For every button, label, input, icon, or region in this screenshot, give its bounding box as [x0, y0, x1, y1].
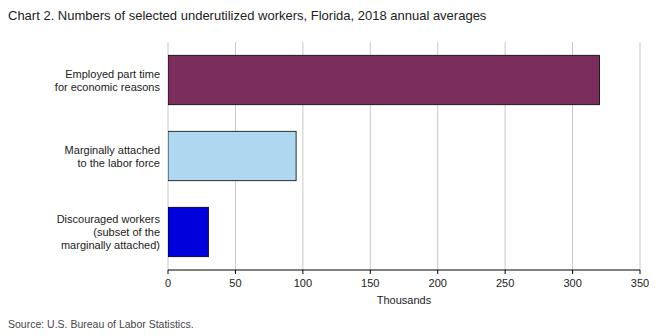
- background: [0, 0, 660, 336]
- category-label: Employed part timefor economic reasons: [55, 68, 161, 93]
- text-line: Discouraged workers: [57, 213, 161, 225]
- tick-mark: [640, 270, 641, 274]
- tick-mark: [235, 270, 236, 274]
- tick-label: 250: [496, 277, 514, 289]
- grid-line: [640, 42, 641, 270]
- text-line: (subset of the: [93, 226, 160, 238]
- tick-label: 0: [165, 277, 171, 289]
- tick-mark: [505, 270, 506, 274]
- text-line: Employed part time: [65, 68, 160, 80]
- chart-container: Chart 2. Numbers of selected underutiliz…: [0, 0, 660, 336]
- category-label: Discouraged workers(subset of themargina…: [57, 213, 161, 251]
- tick-label: 150: [361, 277, 379, 289]
- bar: [168, 207, 208, 256]
- grid: [168, 42, 640, 270]
- text-line: to the labor force: [77, 157, 160, 169]
- tick-mark: [302, 270, 303, 274]
- tick-mark: [168, 270, 169, 274]
- tick-mark: [370, 270, 371, 274]
- tick-label: 300: [563, 277, 581, 289]
- bar: [168, 55, 600, 104]
- category-axis: Discouraged workers(subset of themargina…: [55, 68, 161, 252]
- title: Chart 2. Numbers of selected underutiliz…: [8, 8, 487, 23]
- text-line: marginally attached): [61, 239, 160, 251]
- tick-label: 100: [294, 277, 312, 289]
- bars: [168, 55, 600, 256]
- category-label: Marginally attachedto the labor force: [65, 144, 160, 169]
- bar: [168, 131, 296, 180]
- value-axis: 0 50 100 150 200 250 300 350: [165, 270, 649, 289]
- tick-label: 350: [631, 277, 649, 289]
- text-line: for economic reasons: [55, 81, 161, 93]
- axis-label: Thousands: [377, 294, 432, 306]
- axis-line: [168, 270, 640, 271]
- text-line: Marginally attached: [65, 144, 160, 156]
- tick-mark: [437, 270, 438, 274]
- chart-svg: Chart 2. Numbers of selected underutiliz…: [0, 0, 660, 336]
- source-note: Source: U.S. Bureau of Labor Statistics.: [8, 318, 194, 330]
- tick-mark: [572, 270, 573, 274]
- tick-label: 200: [429, 277, 447, 289]
- tick-label: 50: [229, 277, 241, 289]
